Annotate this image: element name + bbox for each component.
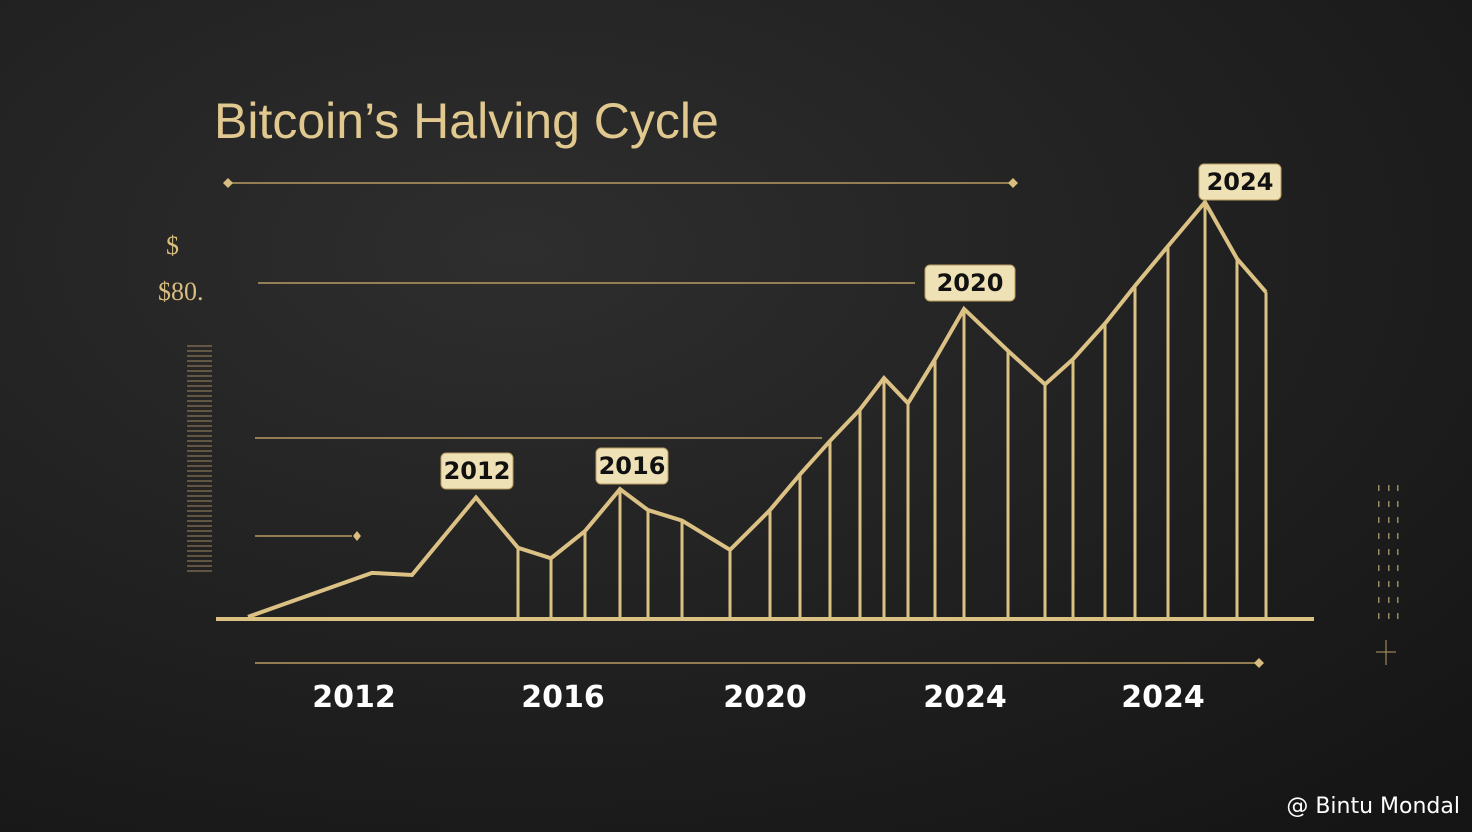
y-annotation: $80. <box>158 277 204 306</box>
dot <box>1388 549 1390 555</box>
x-tick-label: 2024 <box>1121 680 1205 715</box>
dot <box>1388 597 1390 603</box>
dot <box>1397 597 1399 603</box>
dot <box>1378 613 1380 619</box>
watermark: @ Bintu Mondal <box>1286 794 1460 819</box>
dot <box>1388 533 1390 539</box>
dot <box>1388 501 1390 507</box>
x-tick-label: 2012 <box>312 680 396 715</box>
callout-label: 2024 <box>1207 168 1274 196</box>
plot: 2012 2016 2020 2024 <box>247 163 1282 619</box>
dot <box>1378 517 1380 523</box>
dot <box>1388 581 1390 587</box>
dot <box>1397 533 1399 539</box>
dot <box>1378 549 1380 555</box>
dot <box>1378 597 1380 603</box>
callout-label: 2012 <box>444 457 511 485</box>
dot <box>1388 565 1390 571</box>
x-tick-label: 2020 <box>723 680 807 715</box>
dot <box>1378 533 1380 539</box>
dot <box>1397 485 1399 491</box>
dot <box>1378 501 1380 507</box>
y-symbol: $ <box>166 231 179 260</box>
dot <box>1397 581 1399 587</box>
callout-box <box>1198 163 1282 201</box>
callout-label: 2020 <box>937 269 1004 297</box>
dot <box>1397 613 1399 619</box>
dot <box>1388 485 1390 491</box>
x-tick-label: 2016 <box>521 680 605 715</box>
callout-box <box>595 447 669 485</box>
decor <box>223 178 1396 668</box>
decor-dots <box>1378 485 1399 619</box>
dot <box>1397 501 1399 507</box>
price-line <box>247 198 1268 619</box>
decor-hatch <box>187 345 212 572</box>
chart-title: Bitcoin’s Halving Cycle <box>214 93 719 149</box>
callout-label: 2016 <box>599 452 666 480</box>
dot <box>1397 549 1399 555</box>
x-tick-label: 2024 <box>923 680 1007 715</box>
dot <box>1388 517 1390 523</box>
callout-box <box>924 264 1016 302</box>
dot <box>1388 613 1390 619</box>
dot <box>1397 517 1399 523</box>
dot <box>1378 485 1380 491</box>
dot <box>1397 565 1399 571</box>
dot <box>1378 565 1380 571</box>
callout-box <box>440 452 514 490</box>
dot <box>1378 581 1380 587</box>
